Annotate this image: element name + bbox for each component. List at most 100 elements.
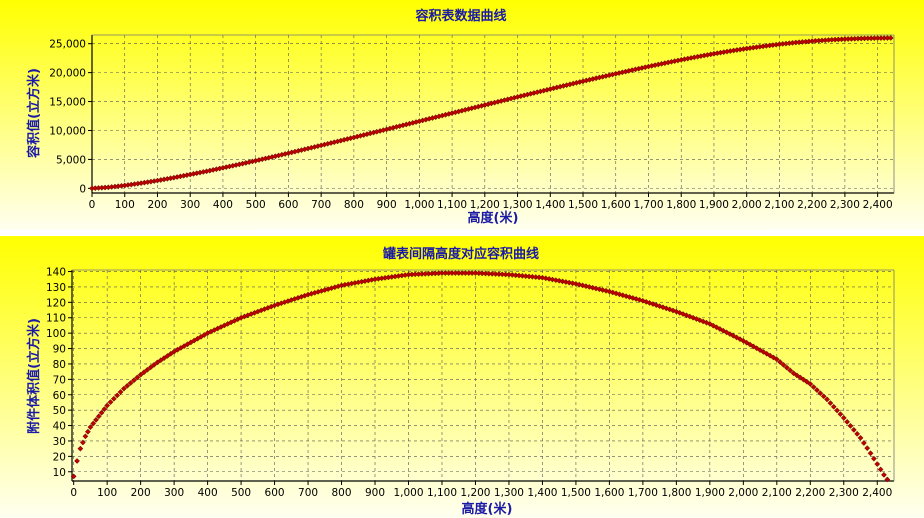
- x-tick-label: 1,300: [503, 199, 533, 211]
- x-ticks: 0 100 200 300 400 500 600 700 800 900 1,000 1,100 1,…: [70, 481, 892, 499]
- interval-chart: 罐表间隔高度对应容积曲线 高度(米) 附件体积值(立方米) 0 100 200 300…: [26, 246, 895, 517]
- data-point: [164, 353, 171, 359]
- data-point: [589, 284, 596, 291]
- y-tick-label: 0: [79, 183, 86, 195]
- data-point: [101, 406, 108, 413]
- y-tick-label: 140: [46, 267, 66, 279]
- data-point: [820, 393, 827, 400]
- data-point: [650, 301, 656, 307]
- data-point: [850, 426, 857, 433]
- data-point: [854, 430, 861, 437]
- y-tick-label: 15,000: [49, 97, 86, 109]
- x-tick-label: 1,900: [695, 487, 725, 499]
- y-ticks: 0 5,000 10,000 15,000 20,000 25,000: [49, 39, 92, 195]
- y-tick-label: 60: [53, 390, 66, 402]
- data-point: [653, 302, 660, 308]
- y-tick-label: 5,000: [56, 154, 86, 166]
- x-axis-label: 高度(米): [468, 210, 519, 226]
- x-tick-label: 1,200: [470, 199, 500, 211]
- y-tick-label: 70: [53, 374, 66, 386]
- data-point: [616, 291, 623, 298]
- data-point: [874, 461, 881, 467]
- data-point: [573, 280, 579, 287]
- data-point: [151, 361, 157, 368]
- data-point: [814, 387, 820, 394]
- data-point: [157, 357, 164, 364]
- x-tick-label: 1,400: [527, 487, 557, 499]
- data-point: [82, 433, 89, 440]
- data-point: [827, 400, 834, 406]
- x-tick-label: 1,100: [437, 199, 467, 211]
- data-point: [586, 284, 593, 290]
- data-point: [824, 396, 830, 403]
- data-point: [720, 327, 727, 334]
- data-point: [74, 458, 80, 464]
- interval-chart-panel: 罐表间隔高度对应容积曲线 高度(米) 附件体积值(立方米) 0 100 200 300…: [0, 236, 924, 518]
- x-tick-label: 1,500: [568, 199, 598, 211]
- data-point: [542, 275, 549, 282]
- x-tick-label: 2,200: [795, 487, 825, 499]
- data-point: [559, 278, 566, 285]
- data-point: [144, 366, 151, 373]
- x-tick-label: 1,700: [633, 199, 663, 211]
- x-tick-label: 600: [278, 199, 298, 211]
- data-point: [636, 296, 643, 303]
- x-tick-label: 300: [164, 487, 184, 499]
- data-point: [743, 339, 750, 346]
- data-point: [860, 440, 867, 446]
- data-point: [871, 455, 877, 462]
- data-point: [727, 331, 733, 337]
- x-tick-label: 1,400: [535, 199, 565, 211]
- data-point: [834, 407, 840, 414]
- y-tick-label: 20: [53, 451, 66, 463]
- y-tick-label: 20,000: [49, 68, 86, 80]
- data-point: [562, 279, 569, 285]
- x-tick-label: 1,700: [628, 487, 658, 499]
- y-tick-label: 120: [46, 297, 66, 309]
- x-tick-label: 1,100: [427, 487, 457, 499]
- data-point: [599, 287, 606, 293]
- data-point: [556, 277, 563, 284]
- x-tick-label: 900: [365, 487, 385, 499]
- data-point: [660, 304, 666, 311]
- grid: [72, 270, 894, 481]
- data-point: [780, 361, 787, 368]
- data-point: [137, 371, 144, 378]
- data-point: [566, 279, 573, 286]
- data-point: [70, 473, 77, 480]
- data-point: [619, 292, 626, 299]
- data-point: [549, 276, 556, 283]
- x-tick-label: 800: [332, 487, 352, 499]
- data-point: [837, 411, 844, 418]
- data-point: [733, 334, 740, 341]
- data-point: [737, 336, 743, 343]
- plot-area: [72, 270, 894, 481]
- data-point: [656, 303, 663, 310]
- x-tick-label: 200: [131, 487, 151, 499]
- data-point: [110, 395, 117, 402]
- chart-title: 罐表间隔高度对应容积曲线: [382, 246, 539, 262]
- data-point: [154, 359, 161, 366]
- data-point: [98, 409, 105, 416]
- x-tick-label: 500: [246, 199, 266, 211]
- y-tick-label: 30: [53, 436, 66, 448]
- capacity-chart-panel: 容积表数据曲线 高度(米) 容积值(立方米) 0 100 200 300 400 500 6…: [0, 0, 924, 230]
- x-tick-label: 2,200: [797, 199, 827, 211]
- data-point: [603, 287, 609, 294]
- data-point: [147, 364, 154, 371]
- data-point: [124, 382, 131, 389]
- x-tick-label: 2,100: [764, 199, 794, 211]
- data-point: [613, 290, 619, 297]
- x-tick-label: 2,400: [862, 487, 892, 499]
- data-point: [121, 385, 127, 392]
- data-point: [723, 329, 730, 336]
- data-point: [90, 420, 97, 427]
- y-axis-label: 附件体积值(立方米): [26, 318, 42, 434]
- data-point: [77, 445, 84, 452]
- y-tick-label: 110: [46, 313, 66, 325]
- x-tick-label: 2,000: [728, 487, 758, 499]
- data-point: [750, 343, 757, 350]
- data-point: [114, 392, 121, 399]
- data-point: [579, 282, 586, 289]
- data-point: [857, 434, 864, 441]
